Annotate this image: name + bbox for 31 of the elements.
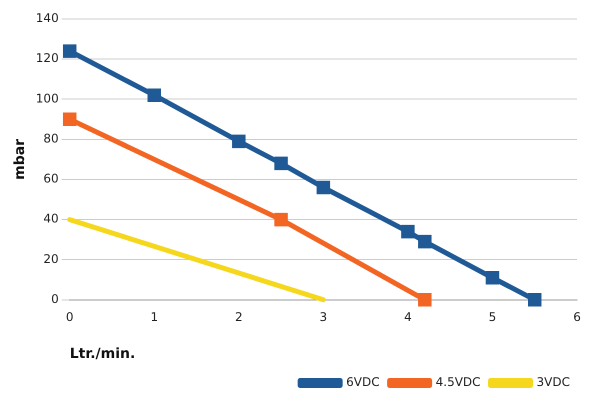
- x-tick-label: 0: [66, 310, 74, 324]
- y-tick-label: 20: [43, 252, 59, 266]
- y-tick-label: 140: [36, 11, 59, 26]
- point: [486, 270, 500, 284]
- legend-label: 6VDC: [346, 375, 380, 390]
- legend-label: 3VDC: [536, 375, 570, 390]
- point: [62, 112, 76, 126]
- x-tick-label: 4: [404, 310, 412, 324]
- legend-label: 4.5VDC: [436, 375, 481, 390]
- y-axis-title: mbar: [12, 138, 28, 180]
- x-tick-label: 3: [320, 310, 328, 324]
- x-tick-label: 2: [234, 310, 243, 324]
- x-tick-label: 6: [573, 310, 581, 324]
- point: [316, 180, 330, 194]
- point: [528, 293, 542, 307]
- y-tick-label: 100: [36, 91, 59, 106]
- point: [418, 234, 432, 248]
- point: [148, 88, 161, 102]
- x-tick-label: 1: [150, 310, 158, 324]
- point: [232, 134, 246, 148]
- y-tick-label: 120: [36, 51, 59, 66]
- x-axis-title: Ltr./min.: [70, 346, 136, 362]
- y-tick-label: 0: [51, 292, 59, 306]
- point: [274, 156, 288, 170]
- y-tick-label: 80: [43, 131, 59, 146]
- point: [274, 212, 288, 226]
- point: [418, 293, 432, 307]
- y-tick-label: 40: [43, 212, 59, 226]
- point: [401, 224, 415, 238]
- y-tick-label: 60: [43, 172, 59, 186]
- x-tick-label: 5: [488, 310, 496, 324]
